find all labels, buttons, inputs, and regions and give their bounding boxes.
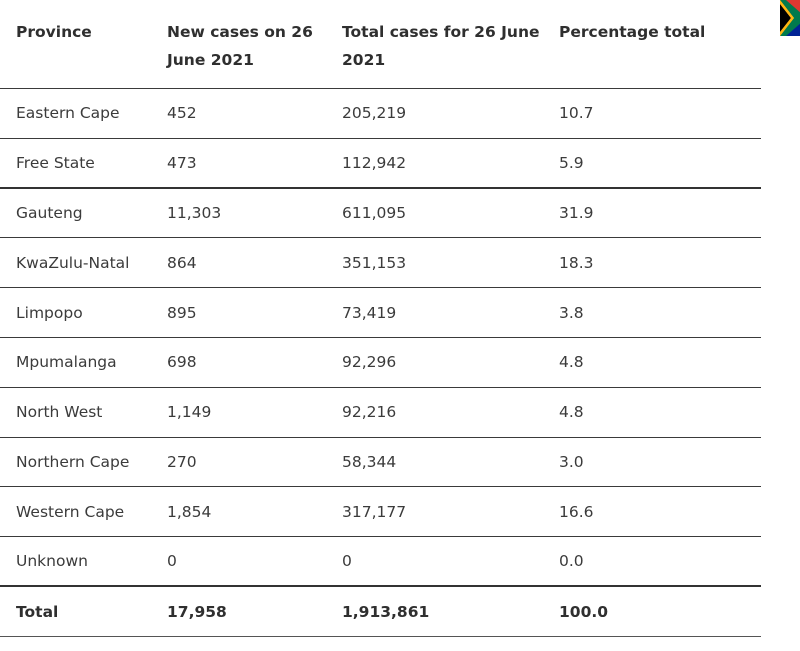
cell-new-cases: 473 — [167, 153, 197, 172]
cell-new-cases: 895 — [167, 303, 197, 322]
total-cases: 1,913,861 — [342, 602, 430, 621]
cell-new-cases: 452 — [167, 104, 197, 123]
cell-new-cases: 270 — [167, 452, 197, 471]
cell-percentage: 3.0 — [559, 452, 584, 471]
cell-percentage: 5.9 — [559, 153, 584, 172]
cell-percentage: 10.7 — [559, 104, 594, 123]
table-row: Eastern Cape 452 205,219 10.7 — [0, 89, 761, 139]
cell-percentage: 31.9 — [559, 204, 594, 223]
cell-province: Free State — [16, 153, 95, 172]
table-row: Western Cape 1,854 317,177 16.6 — [0, 487, 761, 537]
cell-total-cases: 112,942 — [342, 153, 407, 172]
table-row: Northern Cape 270 58,344 3.0 — [0, 437, 761, 487]
cell-percentage: 0.0 — [559, 552, 584, 571]
total-new-cases: 17,958 — [167, 602, 227, 621]
table-row: KwaZulu-Natal 864 351,153 18.3 — [0, 238, 761, 288]
cell-province: Eastern Cape — [16, 104, 120, 123]
cell-percentage: 18.3 — [559, 253, 594, 272]
table-row: Gauteng 11,303 611,095 31.9 — [0, 188, 761, 238]
cell-province: Limpopo — [16, 303, 83, 322]
table-row: North West 1,149 92,216 4.8 — [0, 387, 761, 438]
table-row: Free State 473 112,942 5.9 — [0, 138, 761, 189]
cell-total-cases: 73,419 — [342, 303, 397, 322]
header-province: Province — [16, 23, 92, 41]
cell-new-cases: 864 — [167, 253, 197, 272]
cell-province: KwaZulu-Natal — [16, 253, 130, 272]
flag-graphic — [780, 0, 800, 36]
cell-total-cases: 317,177 — [342, 502, 407, 521]
covid-cases-table-container: Province New cases on 26 June 2021 Total… — [0, 0, 761, 637]
cell-new-cases: 698 — [167, 353, 197, 372]
cell-new-cases: 0 — [167, 552, 177, 571]
header-percentage: Percentage total — [559, 23, 706, 41]
table-row: Unknown 0 0 0.0 — [0, 537, 761, 587]
table-row: Mpumalanga 698 92,296 4.8 — [0, 337, 761, 388]
covid-cases-table: Province New cases on 26 June 2021 Total… — [0, 0, 761, 637]
cell-new-cases: 1,854 — [167, 502, 212, 521]
total-row: Total 17,958 1,913,861 100.0 — [0, 586, 761, 637]
cell-total-cases: 205,219 — [342, 104, 407, 123]
cell-total-cases: 351,153 — [342, 253, 407, 272]
cell-percentage: 4.8 — [559, 353, 584, 372]
total-label: Total — [16, 602, 59, 621]
table-row: Limpopo 895 73,419 3.8 — [0, 288, 761, 338]
cell-new-cases: 1,149 — [167, 403, 212, 422]
cell-percentage: 4.8 — [559, 403, 584, 422]
table-header-row: Province New cases on 26 June 2021 Total… — [0, 0, 761, 89]
cell-percentage: 16.6 — [559, 502, 594, 521]
header-total-cases: Total cases for 26 June 2021 — [342, 23, 540, 69]
header-new-cases: New cases on 26 June 2021 — [167, 23, 313, 69]
cell-total-cases: 58,344 — [342, 452, 397, 471]
south-africa-flag-icon — [780, 0, 800, 36]
cell-percentage: 3.8 — [559, 303, 584, 322]
cell-province: Unknown — [16, 552, 88, 571]
cell-new-cases: 11,303 — [167, 204, 222, 223]
cell-total-cases: 92,216 — [342, 403, 397, 422]
total-percentage: 100.0 — [559, 602, 609, 621]
cell-province: Mpumalanga — [16, 353, 117, 372]
cell-total-cases: 92,296 — [342, 353, 397, 372]
cell-total-cases: 611,095 — [342, 204, 407, 223]
cell-province: Western Cape — [16, 502, 125, 521]
cell-province: Gauteng — [16, 204, 83, 223]
cell-total-cases: 0 — [342, 552, 352, 571]
cell-province: North West — [16, 403, 103, 422]
cell-province: Northern Cape — [16, 452, 130, 471]
